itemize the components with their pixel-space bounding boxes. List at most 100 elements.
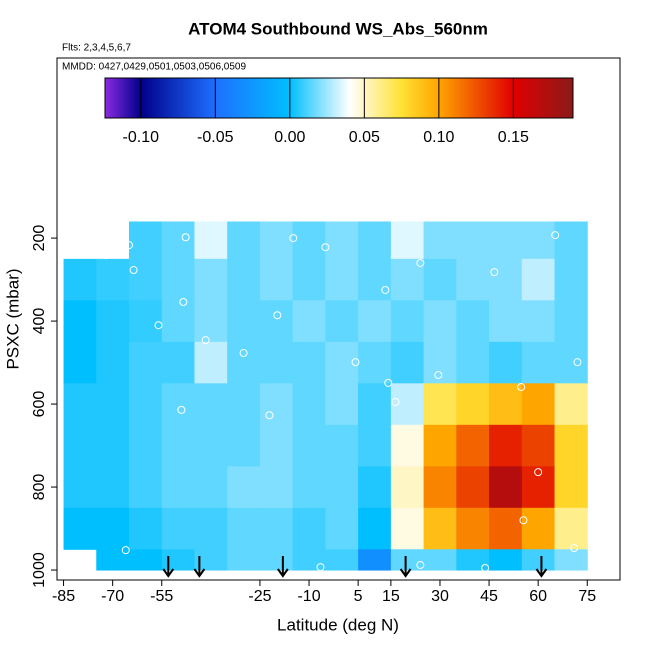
heatmap-cell (521, 383, 556, 426)
arrow (399, 556, 412, 578)
y-tick-label: 1000 (31, 552, 48, 588)
heatmap-cell (292, 507, 326, 550)
sample-point (316, 563, 325, 572)
heatmap-cell (227, 549, 261, 571)
sample-point (517, 383, 526, 392)
arrow (277, 556, 289, 578)
sample-point (239, 349, 248, 358)
heatmap-cell (554, 383, 588, 426)
sample-point (154, 321, 163, 330)
heatmap-cell (194, 549, 228, 571)
arrow (162, 556, 175, 578)
sample-point (381, 285, 390, 294)
sample-point (384, 378, 393, 387)
heatmap-cell (96, 549, 130, 571)
y-axis-label: PSXC (mbar) (3, 268, 22, 369)
x-tick-label: 30 (431, 588, 449, 605)
sample-point (179, 297, 188, 306)
sample-point (129, 266, 138, 275)
heatmap-cell (161, 424, 195, 467)
heatmap-cell (129, 549, 163, 571)
heatmap-cell (129, 424, 163, 467)
arrow (535, 556, 548, 578)
heatmap-cell (423, 424, 457, 467)
heatmap-cell (489, 221, 523, 260)
sample-point (351, 358, 360, 367)
heatmap-cell (489, 507, 523, 550)
heatmap-cell (456, 300, 490, 343)
heatmap-cell (161, 507, 195, 550)
heatmap-cell (554, 300, 588, 343)
heatmap-cell (456, 221, 490, 260)
heatmap-cell (325, 507, 359, 550)
heatmap-cell (129, 221, 163, 260)
heatmap-cell (96, 341, 130, 384)
sample-point (321, 243, 330, 252)
heatmap-cell (325, 300, 359, 343)
heatmap-cell (161, 221, 195, 260)
heatmap-cell (554, 221, 588, 260)
heatmap-cell (292, 424, 326, 467)
annotation-box (57, 60, 267, 74)
heatmap-cell (194, 383, 228, 426)
sample-point (177, 405, 186, 414)
heatmap-cell (423, 300, 457, 343)
x-tick-label: 15 (382, 588, 400, 605)
heatmap-cell (161, 549, 195, 571)
heatmap-cell (259, 424, 294, 467)
heatmap-cell (96, 424, 130, 467)
heatmap-cell (358, 258, 392, 301)
heatmap-cell (390, 424, 425, 467)
y-tick-label: 600 (31, 391, 48, 418)
heatmap-cell (521, 300, 556, 343)
colorbar-tick-label: 0.10 (423, 129, 454, 146)
heatmap-cell (423, 549, 457, 571)
heatmap-cell (63, 300, 97, 343)
heatmap-cell (194, 466, 228, 509)
heatmap-cell (227, 507, 261, 550)
sample-point (201, 336, 210, 345)
heatmap-cell (554, 549, 588, 571)
x-tick-label: 75 (578, 588, 596, 605)
sample-point (416, 561, 425, 570)
heatmap-cell (292, 300, 326, 343)
heatmap-cell (161, 466, 195, 509)
heatmap-cell (194, 424, 228, 467)
heatmap-cell (259, 221, 294, 260)
heatmap-cell (489, 383, 523, 426)
heatmap-cell (194, 258, 228, 301)
heatmap-cell (161, 341, 195, 384)
colorbar-tick-label: 0.15 (498, 129, 529, 146)
heatmap-cell (292, 383, 326, 426)
heatmap-cell (489, 424, 523, 467)
heatmap-cell (489, 466, 523, 509)
heatmap-cell (554, 424, 588, 467)
heatmap-cell (227, 221, 261, 260)
sample-point (434, 371, 443, 380)
heatmap-cell (358, 424, 392, 467)
heatmap-cell (521, 549, 556, 571)
colorbar-tick-label: -0.05 (197, 129, 234, 146)
heatmap-cell (423, 258, 457, 301)
heatmap-cell (259, 383, 294, 426)
sample-point (391, 397, 400, 406)
heatmap-cell (423, 341, 457, 384)
heatmap-cell (63, 341, 97, 384)
heatmap-cell (129, 341, 163, 384)
heatmap-cell (456, 424, 490, 467)
heatmap-cell (259, 466, 294, 509)
heatmap-cell (63, 424, 97, 467)
heatmap-cell (161, 300, 195, 343)
x-tick-label: -70 (101, 588, 124, 605)
heatmap-cell (292, 466, 326, 509)
x-tick-label: 5 (354, 588, 363, 605)
y-tick-label: 200 (31, 225, 48, 252)
sample-point (490, 268, 499, 277)
heatmap-cell (358, 507, 392, 550)
heatmap-cell (96, 507, 130, 550)
arrow (193, 556, 206, 578)
heatmap-cell (259, 341, 294, 384)
heatmap-cell (489, 258, 523, 301)
heatmap-cell (325, 424, 359, 467)
sample-point (181, 233, 190, 242)
